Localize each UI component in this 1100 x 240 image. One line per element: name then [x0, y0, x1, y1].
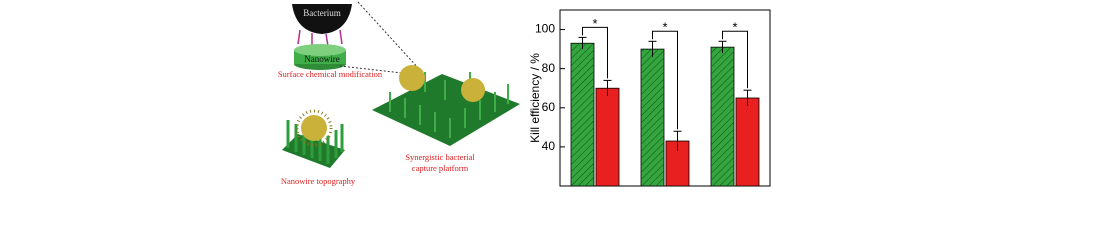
nanowire-label: Nanowire [304, 54, 340, 64]
y-tick-label: 100 [535, 22, 555, 36]
bar-hatch [711, 47, 734, 187]
surface-label: Surface chemical modification [278, 69, 383, 79]
bar [735, 97, 760, 187]
platform-icon [372, 65, 520, 146]
platform-label: Synergistic bacterial [405, 152, 475, 162]
linker-molecules [297, 29, 343, 47]
significance-bracket [652, 30, 678, 130]
plot-frame [559, 9, 771, 187]
topography-icon [282, 109, 345, 168]
schematic: Bacterium Nanowire Surface chemical modi… [278, 1, 520, 186]
y-tick-label: 40 [542, 139, 556, 153]
y-tick-label: 80 [542, 61, 556, 75]
significance-mark: * [592, 16, 597, 31]
bar-hatch [641, 49, 664, 186]
significance-mark: * [732, 20, 737, 35]
platform-label: capture platform [412, 163, 469, 173]
x-tick-label: E. coli [649, 191, 682, 193]
significance-bracket [582, 26, 608, 79]
bar [595, 87, 620, 187]
x-tick-label: B. subtilis [569, 191, 620, 193]
y-tick-label: 60 [542, 100, 556, 114]
significance-bracket [722, 30, 748, 89]
figure: Bacterium Nanowire Surface chemical modi… [278, 1, 771, 205]
x-tick-label: S. aureus [709, 191, 760, 193]
significance-mark: * [662, 20, 667, 35]
y-axis-label: Kill efficiency / % [528, 53, 542, 143]
zoom-line [339, 65, 421, 76]
zoom-line [357, 1, 421, 71]
topography-label: Nanowire topography [281, 176, 356, 186]
bacterium-label: Bacterium [303, 8, 341, 18]
bacterium-shape [292, 4, 352, 34]
nanowire-top [294, 44, 346, 56]
bar-hatch [571, 43, 594, 186]
